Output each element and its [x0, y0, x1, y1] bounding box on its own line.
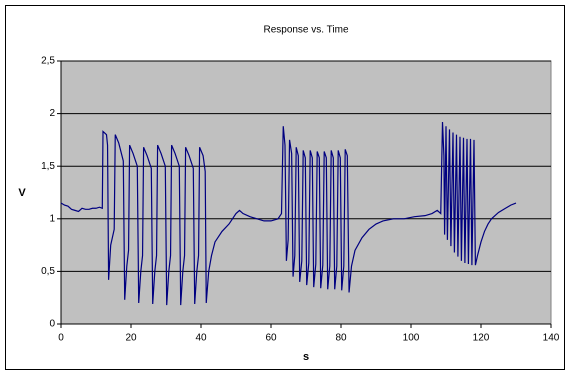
x-tick-label: 40: [195, 333, 207, 344]
x-tick-label: 20: [125, 333, 137, 344]
y-tick-label: 0,5: [41, 266, 55, 277]
x-tick-label: 80: [335, 333, 347, 344]
y-tick-label: 2: [49, 108, 55, 119]
y-axis-label: V: [18, 187, 26, 199]
y-tick-label: 2,5: [41, 56, 55, 67]
chart-title: Response vs. Time: [263, 25, 348, 36]
x-tick-label: 0: [58, 333, 64, 344]
x-tick-label: 60: [265, 333, 277, 344]
data-line: [60, 121, 517, 306]
y-tick-label: 0: [49, 319, 55, 330]
y-tick-label: 1: [49, 213, 55, 224]
x-tick-label: 100: [403, 333, 420, 344]
x-tick-label: 140: [543, 333, 560, 344]
x-axis-label: s: [303, 351, 309, 363]
y-tick-label: 1,5: [41, 161, 55, 172]
x-tick-label: 120: [473, 333, 490, 344]
